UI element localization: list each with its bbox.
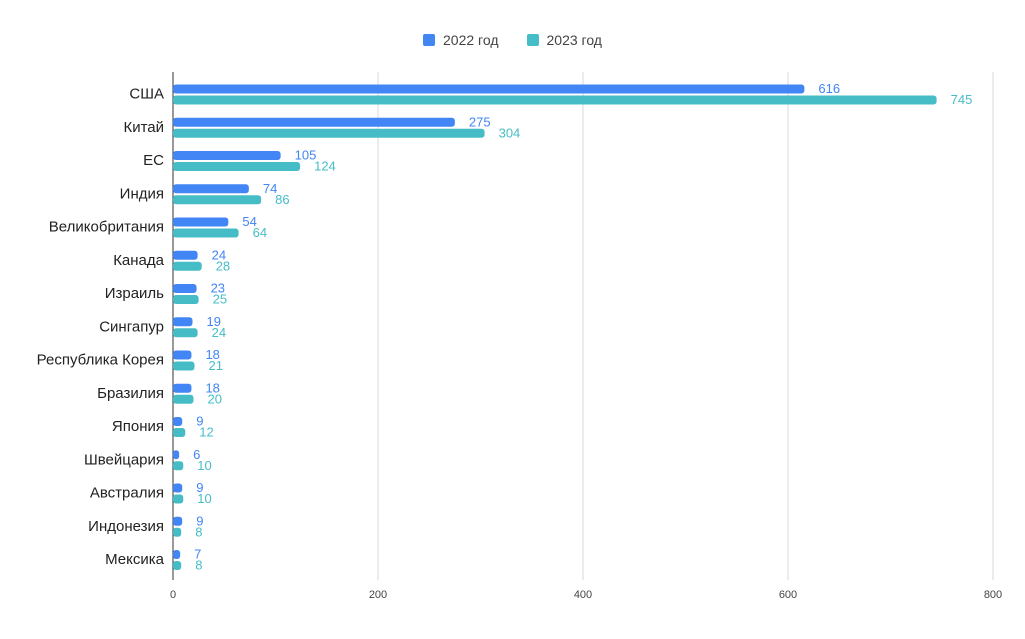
bar-2023 xyxy=(173,527,182,537)
category-label: Израиль xyxy=(105,285,164,302)
bar-2023 xyxy=(173,228,239,238)
bar-2022 xyxy=(173,151,281,160)
bar-2022 xyxy=(173,350,192,360)
data-label-2023: 304 xyxy=(499,125,521,140)
category-label: Бразилия xyxy=(97,385,164,402)
data-label-2023: 20 xyxy=(208,391,222,406)
data-label-2022: 23 xyxy=(211,281,225,296)
data-label-2023: 745 xyxy=(951,92,973,107)
bar-2022 xyxy=(173,383,192,393)
data-label-2022: 54 xyxy=(242,214,256,229)
bar-2022 xyxy=(173,250,198,260)
category-label: Япония xyxy=(112,418,164,435)
bar-2022 xyxy=(173,184,249,194)
data-label-2022: 275 xyxy=(469,114,491,129)
category-label: Сингапур xyxy=(99,318,164,335)
data-label-2022: 6 xyxy=(193,447,200,462)
data-label-2022: 24 xyxy=(212,247,226,262)
category-label: Мексика xyxy=(105,551,165,568)
category-label: Республика Корея xyxy=(37,352,164,369)
category-label: Великобритания xyxy=(49,219,164,236)
bar-2023 xyxy=(173,261,202,271)
data-label-2022: 9 xyxy=(196,513,203,528)
category-label: Китай xyxy=(123,119,164,136)
legend-label-2023: 2023 год xyxy=(546,32,602,48)
legend-label-2022: 2022 год xyxy=(443,32,499,48)
data-label-2023: 21 xyxy=(209,358,223,373)
bar-2022 xyxy=(173,117,455,127)
x-tick-label-400: 400 xyxy=(574,589,592,601)
data-label-2022: 9 xyxy=(196,414,203,429)
bar-2023 xyxy=(173,561,182,570)
data-label-2022: 18 xyxy=(205,347,219,362)
data-label-2023: 8 xyxy=(195,524,202,539)
bar-2022 xyxy=(173,284,197,293)
data-label-2023: 24 xyxy=(212,325,226,340)
category-label: Индонезия xyxy=(88,518,164,535)
bar-2023 xyxy=(173,461,184,471)
category-label: Швейцария xyxy=(84,451,164,468)
bar-2023 xyxy=(173,394,194,404)
bar-2022 xyxy=(173,550,181,559)
legend-item-2023: 2023 год xyxy=(526,32,602,48)
data-label-2022: 616 xyxy=(818,81,840,96)
bar-2023 xyxy=(173,428,186,437)
data-label-2023: 86 xyxy=(275,192,289,207)
x-tick-label-600: 600 xyxy=(779,589,797,601)
bar-2023 xyxy=(173,361,195,371)
bar-2023 xyxy=(173,162,301,171)
bar-2022 xyxy=(173,516,183,526)
bar-2022 xyxy=(173,450,180,460)
x-tick-label-0: 0 xyxy=(170,589,176,601)
data-label-2022: 9 xyxy=(196,480,203,495)
legend: 2022 год 2023 год xyxy=(0,32,1025,48)
bar-2022 xyxy=(173,84,805,94)
data-label-2022: 7 xyxy=(194,547,201,562)
x-tick-label-800: 800 xyxy=(984,589,1002,601)
legend-item-2022: 2022 год xyxy=(423,32,499,48)
bar-2023 xyxy=(173,295,199,304)
legend-swatch-2023 xyxy=(526,34,539,46)
bar-2022 xyxy=(173,417,183,426)
bar-2022 xyxy=(173,483,183,493)
data-label-2023: 12 xyxy=(199,425,213,440)
data-label-2023: 64 xyxy=(253,225,267,240)
category-label: Индия xyxy=(120,185,164,202)
data-label-2023: 8 xyxy=(195,558,202,573)
data-label-2023: 25 xyxy=(213,292,227,307)
data-label-2023: 10 xyxy=(197,458,211,473)
bar-2022 xyxy=(173,317,193,327)
bar-2023 xyxy=(173,328,198,338)
bar-2023 xyxy=(173,95,937,105)
data-label-2022: 74 xyxy=(263,181,277,196)
category-label: Канада xyxy=(113,252,164,269)
legend-swatch-2022 xyxy=(423,34,436,46)
data-label-2022: 18 xyxy=(205,380,219,395)
x-tick-label-200: 200 xyxy=(369,589,387,601)
category-label: ЕС xyxy=(143,152,164,169)
data-label-2023: 28 xyxy=(216,258,230,273)
data-label-2023: 10 xyxy=(197,491,211,506)
data-label-2022: 19 xyxy=(206,314,220,329)
data-label-2022: 105 xyxy=(295,148,317,163)
data-label-2023: 124 xyxy=(314,159,336,174)
bar-2023 xyxy=(173,195,262,205)
bar-2022 xyxy=(173,217,229,227)
bar-2023 xyxy=(173,128,485,138)
category-label: США xyxy=(129,86,164,103)
category-label: Австралия xyxy=(90,485,164,502)
bar-2023 xyxy=(173,494,184,504)
